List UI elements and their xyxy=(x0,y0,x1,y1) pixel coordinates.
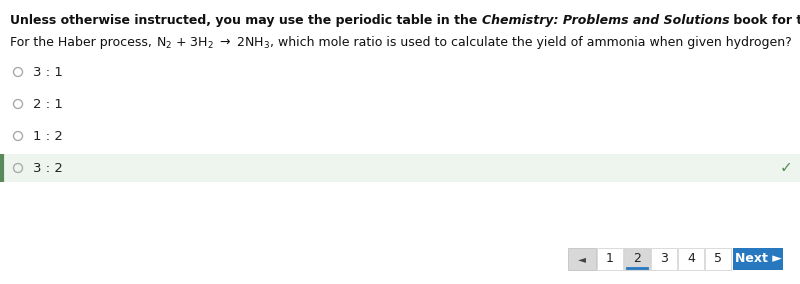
Text: Chemistry: Problems and Solutions: Chemistry: Problems and Solutions xyxy=(482,14,730,27)
Text: , which mole ratio is used to calculate the yield of ammonia when given hydrogen: , which mole ratio is used to calculate … xyxy=(270,36,792,49)
Text: 2 : 1: 2 : 1 xyxy=(33,97,63,110)
FancyBboxPatch shape xyxy=(733,248,783,270)
Text: 5: 5 xyxy=(714,252,722,266)
Text: $\mathregular{N_2}$ $+$ $\mathregular{3H_2}$ $\rightarrow$ $\mathregular{2NH_3}$: $\mathregular{N_2}$ $+$ $\mathregular{3H… xyxy=(156,36,270,51)
Text: ◄: ◄ xyxy=(578,254,586,264)
FancyBboxPatch shape xyxy=(705,248,731,270)
Text: 2: 2 xyxy=(633,252,641,266)
FancyBboxPatch shape xyxy=(0,154,800,182)
FancyBboxPatch shape xyxy=(678,248,704,270)
Text: 1 : 2: 1 : 2 xyxy=(33,130,63,143)
Text: book for this question.: book for this question. xyxy=(730,14,800,27)
Text: 4: 4 xyxy=(687,252,695,266)
Text: 3 : 1: 3 : 1 xyxy=(33,66,63,78)
Text: For the Haber process,: For the Haber process, xyxy=(10,36,156,49)
FancyBboxPatch shape xyxy=(651,248,677,270)
Text: ✓: ✓ xyxy=(780,160,792,176)
Text: Next ►: Next ► xyxy=(734,252,782,266)
Text: Unless otherwise instructed, you may use the periodic table in the: Unless otherwise instructed, you may use… xyxy=(10,14,482,27)
FancyBboxPatch shape xyxy=(624,248,650,270)
FancyBboxPatch shape xyxy=(597,248,623,270)
Text: 3: 3 xyxy=(660,252,668,266)
Text: 1: 1 xyxy=(606,252,614,266)
Text: 3 : 2: 3 : 2 xyxy=(33,162,63,174)
FancyBboxPatch shape xyxy=(568,248,596,270)
